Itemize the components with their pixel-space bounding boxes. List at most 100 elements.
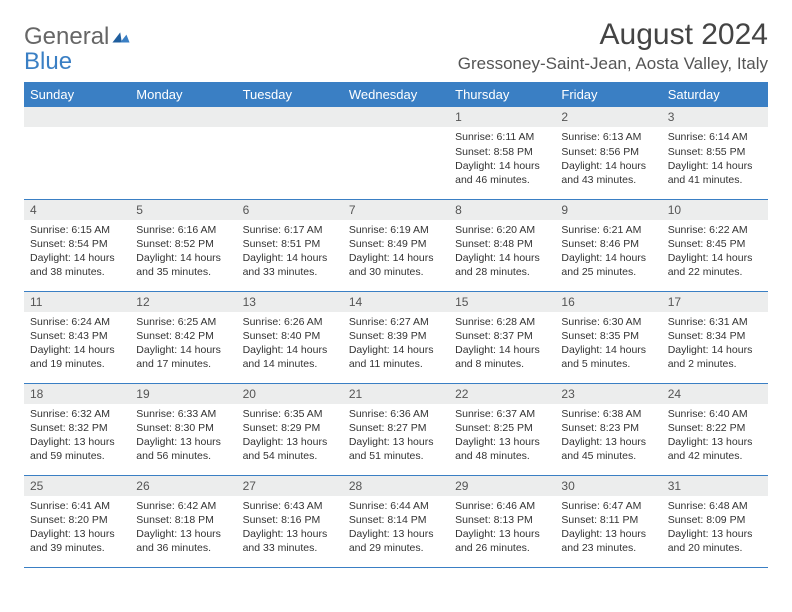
sunset-text: Sunset: 8:13 PM	[455, 514, 533, 526]
calendar-day-cell: 9Sunrise: 6:21 AMSunset: 8:46 PMDaylight…	[555, 199, 661, 291]
sunrise-text: Sunrise: 6:41 AM	[30, 500, 110, 512]
sunset-text: Sunset: 8:54 PM	[30, 238, 108, 250]
page-title: August 2024	[458, 18, 768, 52]
day-number: 30	[555, 476, 661, 496]
calendar-day-cell: 14Sunrise: 6:27 AMSunset: 8:39 PMDayligh…	[343, 291, 449, 383]
daylight-text: Daylight: 13 hours and 59 minutes.	[30, 436, 115, 462]
calendar-day-cell: 24Sunrise: 6:40 AMSunset: 8:22 PMDayligh…	[662, 383, 768, 475]
calendar-day-cell	[130, 107, 236, 199]
calendar-week-row: 4Sunrise: 6:15 AMSunset: 8:54 PMDaylight…	[24, 199, 768, 291]
day-number: 27	[237, 476, 343, 496]
daylight-text: Daylight: 14 hours and 28 minutes.	[455, 252, 540, 278]
daylight-text: Daylight: 14 hours and 43 minutes.	[561, 160, 646, 186]
day-number: 9	[555, 200, 661, 220]
sunrise-text: Sunrise: 6:26 AM	[243, 316, 323, 328]
sunset-text: Sunset: 8:56 PM	[561, 146, 639, 158]
day-number: 14	[343, 292, 449, 312]
daylight-text: Daylight: 14 hours and 41 minutes.	[668, 160, 753, 186]
calendar-day-cell: 19Sunrise: 6:33 AMSunset: 8:30 PMDayligh…	[130, 383, 236, 475]
day-body: Sunrise: 6:41 AMSunset: 8:20 PMDaylight:…	[24, 496, 130, 560]
day-body: Sunrise: 6:32 AMSunset: 8:32 PMDaylight:…	[24, 404, 130, 468]
day-number: 24	[662, 384, 768, 404]
day-body: Sunrise: 6:43 AM Sunset: 8:16 PM Daylight:…	[237, 496, 343, 560]
sunset-text: Sunset: 8:18 PM	[136, 514, 214, 526]
day-body: Sunrise: 6:21 AMSunset: 8:46 PMDaylight:…	[555, 220, 661, 284]
weekday-header-row: Sunday Monday Tuesday Wednesday Thursday…	[24, 82, 768, 107]
sunset-text: Sunset: 8:34 PM	[668, 330, 746, 342]
day-body-empty	[130, 127, 236, 187]
calendar-day-cell: 6Sunrise: 6:17 AMSunset: 8:51 PMDaylight…	[237, 199, 343, 291]
calendar-day-cell: 1Sunrise: 6:11 AMSunset: 8:58 PMDaylight…	[449, 107, 555, 199]
day-body: Sunrise: 6:24 AMSunset: 8:43 PMDaylight:…	[24, 312, 130, 376]
day-body: Sunrise: 6:40 AMSunset: 8:22 PMDaylight:…	[662, 404, 768, 468]
sunset-text: Sunset: 8:52 PM	[136, 238, 214, 250]
day-number: 8	[449, 200, 555, 220]
sunrise-text: Sunrise: 6:20 AM	[455, 224, 535, 236]
day-number: 15	[449, 292, 555, 312]
daylight-text: Daylight: 13 hours and 56 minutes.	[136, 436, 221, 462]
calendar-day-cell: 10Sunrise: 6:22 AMSunset: 8:45 PMDayligh…	[662, 199, 768, 291]
calendar-week-row: 25Sunrise: 6:41 AMSunset: 8:20 PMDayligh…	[24, 475, 768, 567]
sunrise-text: Sunrise: 6:48 AM	[668, 500, 748, 512]
calendar-day-cell: 12Sunrise: 6:25 AMSunset: 8:42 PMDayligh…	[130, 291, 236, 383]
daylight-text: Daylight: 14 hours and 35 minutes.	[136, 252, 221, 278]
weekday-header: Monday	[130, 82, 236, 107]
day-number: 13	[237, 292, 343, 312]
day-number-empty	[237, 107, 343, 127]
sunrise-text: Sunrise: 6:17 AM	[243, 224, 323, 236]
day-number: 11	[24, 292, 130, 312]
location-text: Gressoney-Saint-Jean, Aosta Valley, Ital…	[458, 54, 768, 74]
sunset-text: Sunset: 8:22 PM	[668, 422, 746, 434]
calendar-day-cell: 29Sunrise: 6:46 AMSunset: 8:13 PMDayligh…	[449, 475, 555, 567]
daylight-text: Daylight: 14 hours and 14 minutes.	[243, 344, 328, 370]
daylight-text: Daylight: 14 hours and 22 minutes.	[668, 252, 753, 278]
sunrise-text: Sunrise: 6:32 AM	[30, 408, 110, 420]
daylight-text: Daylight: 14 hours and 17 minutes.	[136, 344, 221, 370]
weekday-header: Friday	[555, 82, 661, 107]
day-body: Sunrise: 6:16 AMSunset: 8:52 PMDaylight:…	[130, 220, 236, 284]
sunset-text: Sunset: 8:43 PM	[30, 330, 108, 342]
sunset-text: Sunset: 8:16 PM	[243, 514, 321, 526]
sunrise-text: Sunrise: 6:40 AM	[668, 408, 748, 420]
calendar-day-cell: 18Sunrise: 6:32 AMSunset: 8:32 PMDayligh…	[24, 383, 130, 475]
weekday-header: Tuesday	[237, 82, 343, 107]
daylight-text: Daylight: 14 hours and 25 minutes.	[561, 252, 646, 278]
daylight-text: Daylight: 14 hours and 19 minutes.	[30, 344, 115, 370]
day-body: Sunrise: 6:36 AMSunset: 8:27 PMDaylight:…	[343, 404, 449, 468]
day-body: Sunrise: 6:20 AMSunset: 8:48 PMDaylight:…	[449, 220, 555, 284]
daylight-text: Daylight: 13 hours and 39 minutes.	[30, 528, 115, 554]
daylight-text: Daylight: 13 hours and 26 minutes.	[455, 528, 540, 554]
sunset-text: Sunset: 8:55 PM	[668, 146, 746, 158]
sunset-text: Sunset: 8:23 PM	[561, 422, 639, 434]
calendar-week-row: 11Sunrise: 6:24 AMSunset: 8:43 PMDayligh…	[24, 291, 768, 383]
sunrise-text: Sunrise: 6:43 AM	[243, 500, 323, 512]
calendar-day-cell	[237, 107, 343, 199]
sunset-text: Sunset: 8:39 PM	[349, 330, 427, 342]
sunset-text: Sunset: 8:58 PM	[455, 146, 533, 158]
daylight-text: Daylight: 13 hours and 33 minutes.	[243, 528, 328, 554]
calendar-day-cell	[24, 107, 130, 199]
day-number: 2	[555, 107, 661, 127]
calendar-day-cell: 21Sunrise: 6:36 AMSunset: 8:27 PMDayligh…	[343, 383, 449, 475]
calendar-day-cell: 4Sunrise: 6:15 AMSunset: 8:54 PMDaylight…	[24, 199, 130, 291]
sunrise-text: Sunrise: 6:22 AM	[668, 224, 748, 236]
day-number-empty	[24, 107, 130, 127]
day-number: 22	[449, 384, 555, 404]
day-body-empty	[343, 127, 449, 187]
day-body: Sunrise: 6:44 AMSunset: 8:14 PMDaylight:…	[343, 496, 449, 560]
sunset-text: Sunset: 8:25 PM	[455, 422, 533, 434]
sunrise-text: Sunrise: 6:25 AM	[136, 316, 216, 328]
day-body: Sunrise: 6:11 AMSunset: 8:58 PMDaylight:…	[449, 127, 555, 191]
sunset-text: Sunset: 8:30 PM	[136, 422, 214, 434]
calendar-day-cell: 31Sunrise: 6:48 AMSunset: 8:09 PMDayligh…	[662, 475, 768, 567]
day-number: 19	[130, 384, 236, 404]
sunset-text: Sunset: 8:09 PM	[668, 514, 746, 526]
title-block: August 2024 Gressoney-Saint-Jean, Aosta …	[458, 18, 768, 74]
calendar-day-cell: 20Sunrise: 6:35 AMSunset: 8:29 PMDayligh…	[237, 383, 343, 475]
calendar-day-cell: 15Sunrise: 6:28 AMSunset: 8:37 PMDayligh…	[449, 291, 555, 383]
daylight-text: Daylight: 13 hours and 23 minutes.	[561, 528, 646, 554]
sunset-text: Sunset: 8:46 PM	[561, 238, 639, 250]
sunset-text: Sunset: 8:14 PM	[349, 514, 427, 526]
header: GeneralBlue August 2024 Gressoney-Saint-…	[24, 18, 768, 74]
day-body: Sunrise: 6:42 AMSunset: 8:18 PMDaylight:…	[130, 496, 236, 560]
